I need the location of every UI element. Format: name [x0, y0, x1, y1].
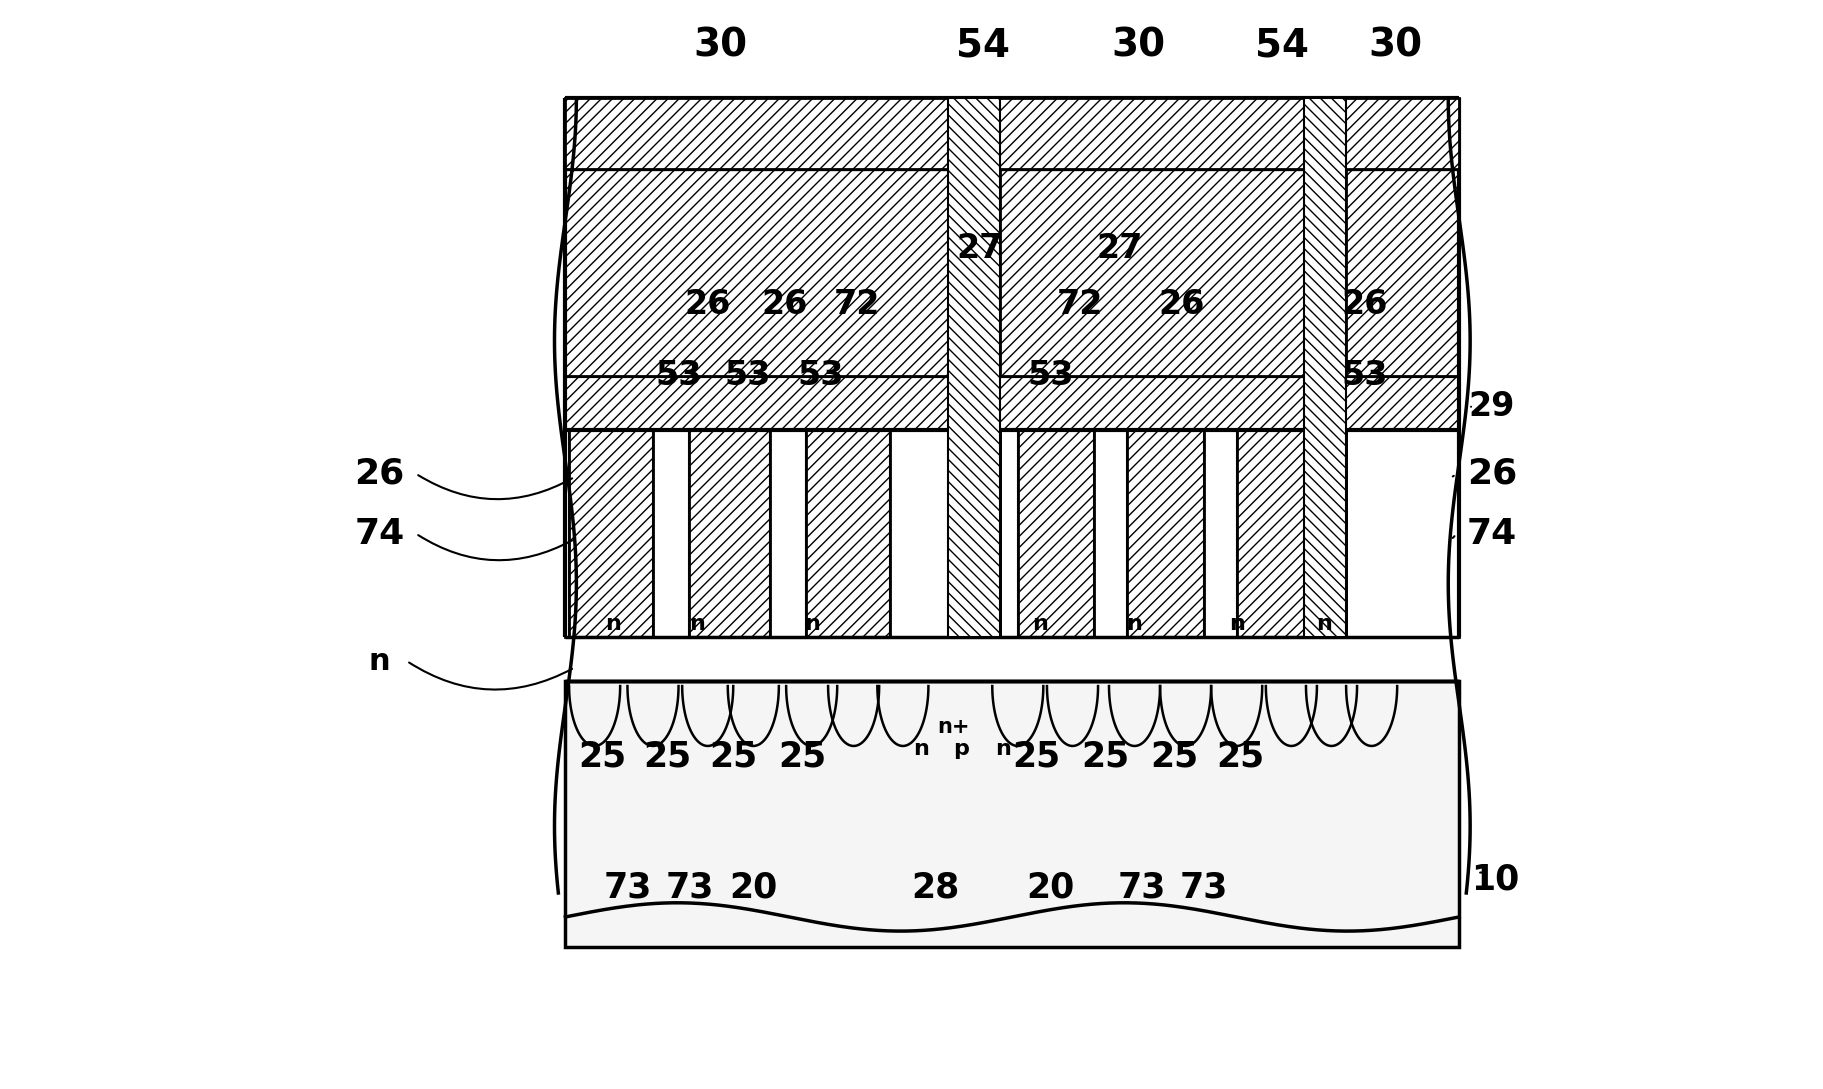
Text: 26: 26: [1158, 289, 1205, 321]
Bar: [565, 681, 1458, 947]
Text: n: n: [689, 614, 704, 634]
Text: 54: 54: [955, 27, 1010, 64]
Text: 73: 73: [603, 870, 651, 905]
Text: n: n: [1316, 614, 1331, 634]
Bar: [1236, 430, 1305, 637]
Text: 26: 26: [684, 289, 731, 321]
Text: 29: 29: [1468, 390, 1515, 423]
Text: 30: 30: [1367, 27, 1422, 64]
Bar: [948, 98, 999, 637]
Bar: [569, 430, 653, 637]
Text: 73: 73: [665, 870, 713, 905]
Text: 25: 25: [709, 739, 757, 774]
Text: 26: 26: [1340, 289, 1387, 321]
Text: 10: 10: [1471, 862, 1519, 897]
Text: n: n: [1229, 614, 1243, 634]
Bar: [565, 376, 1458, 430]
Text: 72: 72: [833, 289, 881, 321]
Text: 54: 54: [1254, 27, 1309, 64]
Bar: [1127, 430, 1203, 637]
Text: 30: 30: [1110, 27, 1165, 64]
Text: n+: n+: [937, 718, 970, 737]
Text: 25: 25: [778, 739, 826, 774]
Bar: [565, 169, 948, 376]
Text: 74: 74: [1466, 516, 1517, 551]
Text: 25: 25: [1150, 739, 1198, 774]
Text: 27: 27: [955, 232, 1003, 265]
Text: 53: 53: [1026, 359, 1074, 392]
Text: 25: 25: [1012, 739, 1059, 774]
Text: 20: 20: [1026, 870, 1074, 905]
Text: n: n: [1032, 614, 1046, 634]
Text: 26: 26: [760, 289, 808, 321]
Bar: [689, 430, 769, 637]
Bar: [999, 430, 1303, 637]
Text: p: p: [953, 739, 968, 759]
Text: n: n: [605, 614, 620, 634]
Text: n: n: [1127, 614, 1141, 634]
Text: 25: 25: [1081, 739, 1128, 774]
Text: 25: 25: [578, 739, 625, 774]
Text: 74: 74: [354, 516, 405, 551]
Bar: [1303, 98, 1345, 637]
Bar: [806, 430, 890, 637]
Text: 30: 30: [693, 27, 747, 64]
Text: 53: 53: [724, 359, 771, 392]
Bar: [1345, 430, 1458, 637]
Text: 25: 25: [1216, 739, 1263, 774]
Text: 25: 25: [644, 739, 691, 774]
Text: 73: 73: [1179, 870, 1227, 905]
Bar: [565, 430, 948, 637]
Text: 73: 73: [1117, 870, 1165, 905]
Bar: [999, 169, 1303, 376]
Text: n: n: [804, 614, 819, 634]
Bar: [565, 98, 1458, 169]
Text: n: n: [368, 647, 390, 675]
Text: 53: 53: [654, 359, 702, 392]
Text: 20: 20: [729, 870, 777, 905]
Text: 27: 27: [1096, 232, 1143, 265]
Text: 26: 26: [1466, 456, 1517, 491]
Text: n: n: [995, 739, 1010, 759]
Text: 28: 28: [912, 870, 959, 905]
Bar: [1345, 169, 1458, 376]
Bar: [1017, 430, 1094, 637]
Text: 26: 26: [354, 456, 405, 491]
Text: 53: 53: [797, 359, 844, 392]
Text: n: n: [913, 739, 928, 759]
Text: 72: 72: [1056, 289, 1103, 321]
Text: 53: 53: [1340, 359, 1387, 392]
